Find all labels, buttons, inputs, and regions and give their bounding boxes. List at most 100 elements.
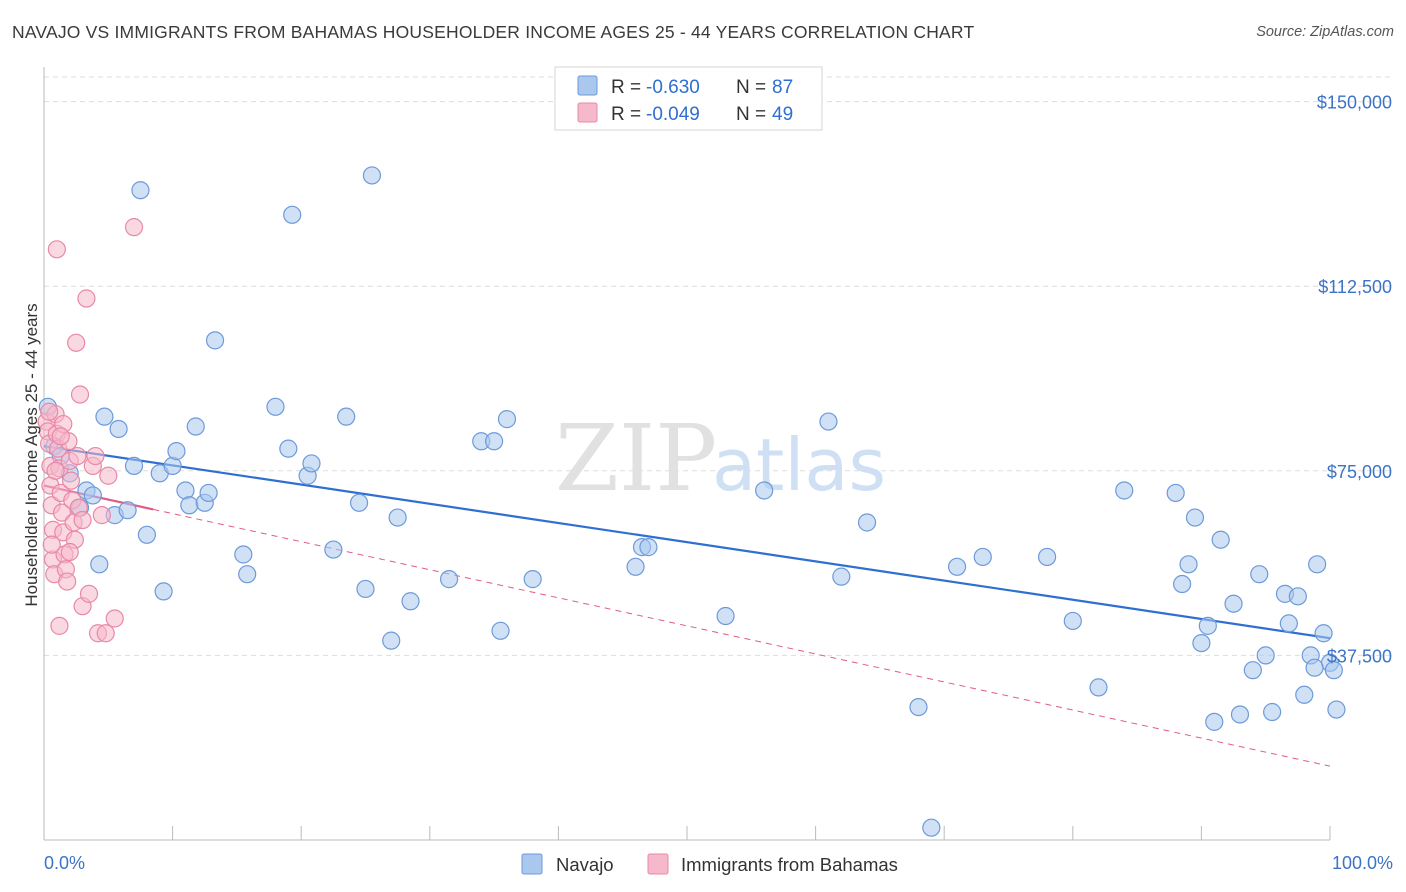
navajo-point-31 — [302, 454, 321, 473]
axes — [43, 67, 1331, 841]
navajo-point-20 — [180, 496, 199, 515]
y-tick-label-2: $112,500 — [1318, 277, 1392, 297]
navajo-point-71 — [1230, 705, 1250, 724]
bahamas-point-28 — [68, 446, 87, 466]
navajo-point-29 — [283, 205, 302, 224]
x-tick-label-1: 100.0% — [1332, 853, 1393, 873]
x-tick-label-0: 0.0% — [44, 853, 85, 873]
navajo-point-72 — [1243, 661, 1262, 680]
navajo-point-6 — [83, 486, 102, 505]
y-axis-label: Householder Income Ages 25 - 44 years — [22, 303, 41, 606]
navajo-point-86 — [1305, 658, 1324, 677]
navajo-point-18 — [167, 442, 186, 461]
bahamas-point-27 — [67, 333, 86, 352]
bahamas-point-35 — [86, 446, 105, 466]
navajo-point-79 — [1295, 685, 1314, 704]
navajo-point-75 — [1263, 702, 1282, 722]
legend-bahamas-label: Immigrants from Bahamas — [681, 854, 898, 875]
navajo-trend-line — [43, 445, 1331, 640]
y-tick-labels: $37,500 $75,000 $112,500 $150,000 — [1317, 93, 1392, 667]
y-tick-label-1: $75,000 — [1327, 462, 1392, 482]
navajo-point-52 — [832, 567, 851, 586]
stats-box: R = -0.630 N = 87 R = -0.049 N = 49 — [554, 66, 823, 131]
navajo-point-43 — [491, 621, 510, 640]
navajo-point-10 — [109, 419, 128, 439]
navajo-point-70 — [1224, 594, 1243, 613]
navajo-point-58 — [1037, 547, 1057, 567]
bahamas-point-38 — [96, 624, 115, 643]
navajo-point-50 — [755, 481, 774, 500]
navajo-point-85 — [1327, 700, 1346, 719]
navajo-point-27 — [266, 397, 285, 416]
bahamas-point-33 — [79, 584, 99, 603]
source-label: Source: ZipAtlas.com — [1256, 24, 1394, 40]
bahamas-point-45 — [46, 461, 65, 480]
navajo-point-48 — [639, 538, 658, 557]
navajo-point-68 — [1205, 712, 1224, 731]
navajo-point-44 — [497, 410, 517, 429]
bahamas-trend-line-dashed — [153, 508, 1331, 767]
bahamas-point-41 — [124, 218, 144, 237]
watermark-atlas: atlas — [712, 423, 886, 507]
navajo-point-57 — [973, 547, 992, 567]
y-tick-label-3: $150,000 — [1317, 93, 1392, 113]
legend-bahamas-swatch — [647, 853, 669, 875]
navajo-point-81 — [1308, 555, 1327, 574]
navajo-point-55 — [922, 818, 941, 837]
navajo-point-35 — [356, 579, 375, 599]
bahamas-point-23 — [61, 471, 81, 490]
navajo-point-33 — [337, 407, 356, 426]
navajo-point-64 — [1179, 555, 1198, 574]
bahamas-point-39 — [99, 466, 118, 485]
navajo-point-45 — [523, 570, 542, 589]
navajo-point-34 — [349, 493, 369, 512]
navajo-point-11 — [118, 501, 137, 520]
bahamas-point-18 — [58, 572, 77, 591]
watermark-zip: ZIP — [555, 405, 717, 512]
stats-navajo-r-label: R = — [611, 77, 641, 98]
navajo-point-38 — [388, 508, 407, 527]
data-points — [37, 166, 1346, 837]
navajo-point-23 — [199, 483, 218, 503]
stats-navajo-r-value: -0.630 — [646, 77, 700, 98]
stats-bahamas-r-value: -0.049 — [646, 104, 700, 125]
navajo-point-53 — [857, 513, 877, 532]
navajo-point-59 — [1063, 611, 1082, 631]
navajo-point-62 — [1166, 483, 1185, 503]
bahamas-point-32 — [77, 289, 96, 308]
navajo-point-63 — [1173, 574, 1192, 594]
legend-navajo-label: Navajo — [556, 854, 614, 875]
bahamas-point-43 — [40, 402, 59, 421]
navajo-point-60 — [1089, 678, 1108, 697]
navajo-point-67 — [1198, 616, 1217, 635]
stats-bahamas-swatch — [577, 102, 598, 123]
bahamas-point-37 — [92, 506, 111, 525]
navajo-point-8 — [95, 407, 114, 426]
bahamas-point-44 — [42, 535, 61, 554]
navajo-point-37 — [382, 631, 401, 650]
navajo-point-69 — [1211, 530, 1230, 549]
navajo-point-12 — [124, 456, 144, 475]
bahamas-point-47 — [60, 542, 79, 562]
navajo-point-61 — [1115, 481, 1134, 500]
navajo-point-51 — [819, 412, 838, 431]
navajo-point-25 — [234, 545, 253, 564]
x-tick-labels: 0.0% 100.0% — [44, 853, 1393, 873]
navajo-point-84 — [1324, 661, 1343, 680]
navajo-point-56 — [947, 557, 967, 576]
navajo-point-40 — [439, 570, 459, 589]
bahamas-point-46 — [51, 427, 70, 446]
bahamas-point-30 — [70, 385, 90, 404]
y-tick-label-0: $37,500 — [1327, 646, 1392, 666]
navajo-point-14 — [137, 525, 156, 544]
navajo-point-74 — [1256, 646, 1275, 665]
stats-bahamas-r-label: R = — [611, 104, 641, 125]
bahamas-point-19 — [47, 240, 66, 259]
navajo-point-49 — [716, 606, 735, 626]
stats-navajo-n-label: N = — [736, 77, 766, 98]
navajo-point-28 — [279, 439, 298, 458]
navajo-point-65 — [1185, 508, 1205, 527]
stats-navajo-n-value: 87 — [772, 77, 793, 98]
navajo-point-36 — [362, 166, 382, 185]
